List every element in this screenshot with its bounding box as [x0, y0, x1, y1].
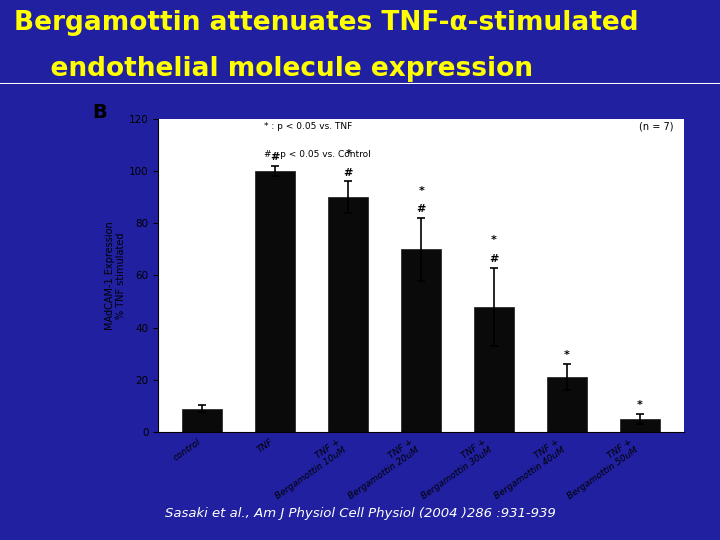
Bar: [620, 419, 660, 432]
Text: B: B: [92, 103, 107, 122]
Text: #: #: [271, 152, 280, 162]
Text: Bergamottin attenuates TNF-α-stimulated: Bergamottin attenuates TNF-α-stimulated: [14, 10, 639, 36]
Text: *: *: [637, 400, 643, 410]
Bar: [328, 197, 369, 432]
Text: *: *: [491, 235, 497, 245]
Text: * : p < 0.05 vs. TNF: * : p < 0.05 vs. TNF: [264, 122, 352, 131]
Bar: [474, 307, 514, 432]
Bar: [401, 249, 441, 432]
Text: # : p < 0.05 vs. Control: # : p < 0.05 vs. Control: [264, 150, 370, 159]
Text: Sasaki et al., Am J Physiol Cell Physiol (2004 )286 :931-939: Sasaki et al., Am J Physiol Cell Physiol…: [165, 507, 555, 519]
Text: *: *: [418, 186, 424, 196]
Text: #: #: [490, 254, 499, 264]
Text: *: *: [564, 350, 570, 360]
Text: #: #: [416, 204, 426, 214]
Bar: [256, 171, 295, 432]
Text: endothelial molecule expression: endothelial molecule expression: [14, 56, 534, 82]
Text: #: #: [343, 167, 353, 178]
Y-axis label: MAdCAM-1 Expression
% TNF stimulated: MAdCAM-1 Expression % TNF stimulated: [104, 221, 126, 330]
Bar: [182, 408, 222, 432]
Text: *: *: [346, 149, 351, 159]
Text: (n = 7): (n = 7): [639, 122, 673, 132]
Bar: [547, 377, 587, 432]
